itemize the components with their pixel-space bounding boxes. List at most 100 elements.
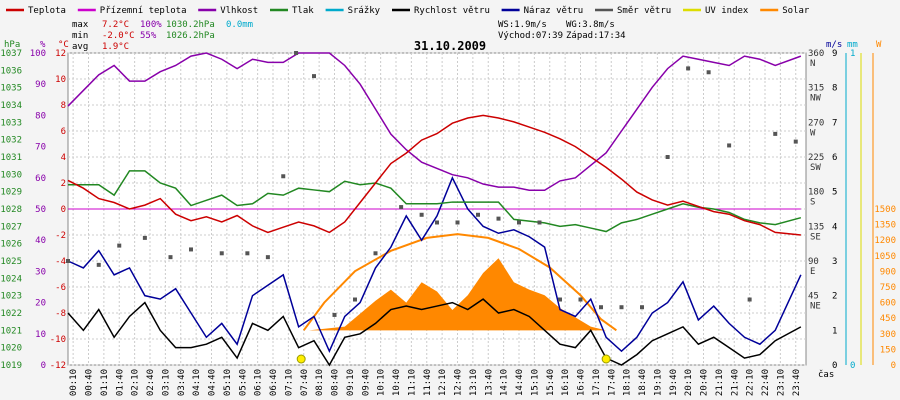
direction-cardinal-label: W — [810, 128, 816, 138]
solar-tick-label: 1200 — [874, 236, 896, 246]
legend-label: Vlhkost — [220, 6, 258, 16]
legend-label: Solar — [782, 6, 810, 16]
time-tick-label: 12:10 — [438, 369, 448, 396]
wind-direction-point — [265, 255, 270, 260]
time-tick-label: 07:40 — [300, 369, 310, 396]
time-tick-label: 13:40 — [484, 369, 494, 396]
time-tick-label: 18:10 — [623, 369, 633, 396]
ms-tick-label: 9 — [832, 49, 837, 59]
wind-direction-point — [686, 66, 691, 71]
time-tick-label: 03:40 — [177, 369, 187, 396]
temp-tick-label: 8 — [61, 101, 66, 111]
direction-cardinal-label: SE — [810, 232, 821, 242]
time-tick-label: 06:10 — [254, 369, 264, 396]
ms-tick-label: 5 — [832, 188, 837, 198]
wind-direction-point — [773, 131, 778, 136]
stats-avg-label: avg — [72, 42, 88, 52]
ms-tick-label: 8 — [832, 84, 837, 94]
hpa-tick-label: 1030 — [0, 170, 22, 180]
time-tick-label: 14:40 — [515, 369, 525, 396]
hpa-tick-label: 1023 — [0, 292, 22, 302]
time-tick-label: 08:10 — [315, 369, 325, 396]
legend-label: UV index — [705, 6, 749, 16]
time-tick-label: 05:40 — [238, 369, 248, 396]
humidity-tick-label: 30 — [35, 267, 46, 277]
ms-tick-label: 4 — [832, 222, 837, 232]
direction-cardinal-label: N — [810, 59, 815, 69]
humidity-tick-label: 80 — [35, 111, 46, 121]
time-tick-label: 06:40 — [269, 369, 279, 396]
time-tick-label: 09:40 — [361, 369, 371, 396]
time-tick-label: 17:40 — [607, 369, 617, 396]
hpa-tick-label: 1031 — [0, 153, 22, 163]
rain-tick-label: 0 — [850, 361, 855, 371]
wind-direction-point — [294, 51, 299, 55]
hpa-unit-label: hPa — [4, 40, 20, 50]
sunrise-marker — [296, 354, 306, 364]
time-tick-label: 02:40 — [146, 369, 156, 396]
hpa-tick-label: 1032 — [0, 136, 22, 146]
time-tick-label: 10:40 — [392, 369, 402, 396]
wind-direction-point — [727, 143, 732, 148]
solar-tick-label: 300 — [880, 330, 896, 340]
hpa-tick-label: 1033 — [0, 118, 22, 128]
ms-unit-label: m/s — [826, 40, 842, 50]
wind-direction-point — [117, 243, 122, 248]
solar-tick-label: 1350 — [874, 221, 896, 231]
wind-direction-point — [665, 155, 670, 159]
wind-direction-point — [619, 305, 624, 310]
time-tick-label: 10:10 — [377, 369, 387, 396]
legend-label: Teplota — [28, 6, 66, 16]
legend-label: Přízemní teplota — [100, 6, 187, 16]
solar-tick-label: 1050 — [874, 252, 896, 262]
wind-direction-point — [599, 305, 603, 310]
hpa-tick-label: 1020 — [0, 344, 22, 354]
hpa-tick-label: 1036 — [0, 66, 22, 76]
direction-cardinal-label: E — [810, 267, 815, 277]
stats-max-label: max — [72, 20, 89, 30]
hpa-tick-label: 1034 — [0, 101, 22, 111]
direction-cardinal-label: SW — [810, 163, 821, 173]
direction-tick-label: 315 — [808, 84, 824, 94]
hpa-tick-label: 1022 — [0, 309, 22, 319]
stats-min-temp: -2.0°C — [102, 31, 135, 41]
wind-direction-point — [435, 220, 439, 225]
info-wind-gust: WG:3.8m/s — [566, 20, 615, 30]
direction-cardinal-label: S — [810, 198, 815, 208]
wind-gust-line — [67, 175, 802, 353]
stats-max-humidity: 100% — [140, 20, 162, 30]
wind-direction-point — [312, 74, 316, 79]
temp-tick-label: 10 — [55, 75, 66, 85]
chart-title: 31.10.2009 — [414, 39, 486, 53]
stats-min-label: min — [72, 31, 88, 41]
time-tick-label: 03:10 — [161, 369, 171, 396]
wind-direction-point — [419, 212, 424, 217]
legend-label: Náraz větru — [524, 6, 584, 16]
humidity-tick-label: 50 — [35, 205, 46, 215]
wind-direction-point — [793, 139, 798, 144]
time-tick-label: 22:10 — [746, 369, 756, 396]
time-tick-label: 14:10 — [500, 369, 510, 396]
solar-tick-label: 1500 — [874, 205, 896, 215]
direction-tick-label: 90 — [808, 257, 819, 267]
info-sunset: Západ:17:34 — [566, 31, 626, 41]
wind-direction-point — [640, 305, 644, 310]
stats-max-temp: 7.2°C — [102, 20, 129, 30]
humidity-tick-label: 100 — [30, 49, 46, 59]
humidity-tick-label: 20 — [35, 299, 46, 309]
time-tick-label: 22:40 — [761, 369, 771, 396]
hpa-tick-label: 1029 — [0, 188, 22, 198]
time-axis-label: čas — [818, 369, 834, 380]
direction-tick-label: 45 — [808, 292, 819, 302]
time-tick-label: 16:10 — [561, 369, 571, 396]
humidity-line — [67, 52, 802, 192]
wind-direction-point — [373, 251, 378, 256]
wind-direction-point — [142, 235, 147, 240]
wind-direction-point — [332, 312, 337, 317]
temperature-line — [67, 114, 801, 236]
time-tick-label: 07:10 — [284, 369, 294, 396]
time-tick-label: 04:40 — [208, 369, 218, 396]
legend-label: Směr větru — [617, 6, 671, 16]
wind-direction-point — [558, 297, 562, 302]
temp-tick-label: -10 — [50, 335, 66, 345]
